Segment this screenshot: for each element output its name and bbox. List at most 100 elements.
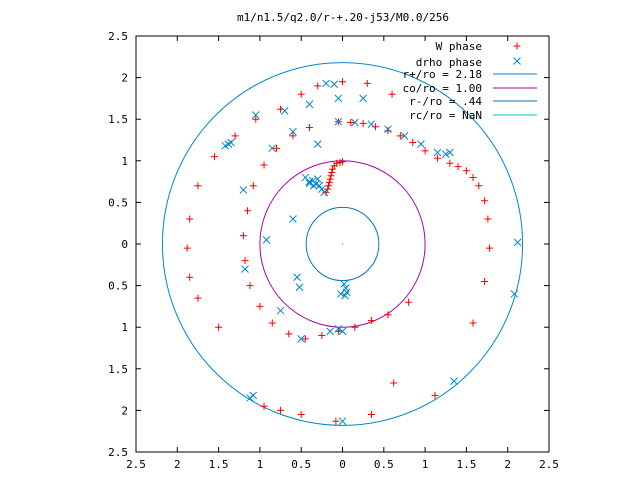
series-0-point-45 xyxy=(268,319,276,327)
series-0-point-60 xyxy=(183,244,191,252)
series-0-point-62 xyxy=(194,294,202,302)
series-1-point-53 xyxy=(276,306,285,315)
legend-label-rc: rc/ro = NaN xyxy=(409,109,482,122)
y-tick-label-5: 0 xyxy=(121,238,128,251)
series-1-point-33 xyxy=(326,327,334,336)
series-0-point-42 xyxy=(241,257,249,265)
series-1-point-16 xyxy=(305,177,314,186)
series-0-point-43 xyxy=(246,282,254,290)
series-0-point-24 xyxy=(469,173,477,181)
series-0-point-48 xyxy=(318,332,326,340)
series-0-point-30 xyxy=(469,319,477,327)
series-1-point-6 xyxy=(320,188,329,197)
series-0-point-63 xyxy=(215,323,223,331)
series-0-point-0 xyxy=(322,188,330,196)
series-layer xyxy=(183,78,522,426)
series-0-point-27 xyxy=(484,215,492,223)
series-0-point-68 xyxy=(314,82,322,90)
series-0-point-2 xyxy=(324,182,332,190)
series-0-point-52 xyxy=(384,311,392,319)
series-1-point-30 xyxy=(239,186,248,194)
series-1-point-36 xyxy=(334,94,343,103)
x-tick-label-5: 0 xyxy=(339,458,346,471)
series-1-point-29 xyxy=(268,144,277,153)
series-0-point-34 xyxy=(332,417,340,425)
y-tick-label-4: 0.5 xyxy=(108,196,128,209)
y-tick-label-7: 1 xyxy=(121,321,128,334)
x-tick-label-9: 2 xyxy=(504,458,511,471)
series-0-point-7 xyxy=(329,165,337,173)
origin-dot xyxy=(341,243,344,245)
y-tick-label-0: 2.5 xyxy=(108,30,128,43)
series-0-point-40 xyxy=(244,207,252,215)
series-1-point-14 xyxy=(289,215,297,223)
series-1-point-13 xyxy=(336,290,345,298)
series-0-point-70 xyxy=(363,79,371,87)
series-1-point-27 xyxy=(313,140,322,149)
series-0-point-25 xyxy=(475,182,483,190)
legend-label-w-phase: W phase xyxy=(436,40,482,53)
legend-sample-drho-phase xyxy=(513,57,521,65)
series-0-point-55 xyxy=(252,115,260,123)
series-1-point-44 xyxy=(330,80,339,89)
x-tick-label-6: 0.5 xyxy=(374,458,394,471)
series-1-point-21 xyxy=(384,125,392,134)
series-0-point-4 xyxy=(326,175,334,183)
series-0-point-26 xyxy=(481,197,489,205)
circle-2 xyxy=(305,206,380,282)
series-0-point-31 xyxy=(431,391,439,399)
series-0-point-53 xyxy=(405,298,413,306)
y-tick-label-3: 1 xyxy=(121,155,128,168)
series-1-point-39 xyxy=(251,111,260,119)
series-1-point-22 xyxy=(400,131,409,140)
series-0-point-23 xyxy=(462,167,470,175)
y-tick-label-9: 2 xyxy=(121,404,128,417)
series-1-point-51 xyxy=(338,417,347,426)
series-0-point-64 xyxy=(260,402,268,410)
series-1-point-46 xyxy=(513,238,522,247)
x-tick-label-2: 1.5 xyxy=(209,458,229,471)
series-1-point-35 xyxy=(338,327,347,336)
series-0-point-66 xyxy=(297,411,305,419)
series-0-point-33 xyxy=(367,411,375,419)
x-tick-label-1: 2 xyxy=(174,458,181,471)
series-1-point-37 xyxy=(305,100,314,109)
series-0-point-15 xyxy=(372,123,380,131)
series-1-point-48 xyxy=(450,377,458,386)
ticks-layer: 2.5 2 1.5 1 0.5 0 0.5 1 1.5 2 2.52.521.510.500.511… xyxy=(108,30,559,471)
series-1-point-26 xyxy=(446,148,454,157)
series-1-point-9 xyxy=(340,280,349,288)
y-tick-label-1: 2 xyxy=(121,72,128,85)
series-0-point-50 xyxy=(351,323,359,331)
series-0-point-22 xyxy=(454,163,462,171)
series-0-point-20 xyxy=(433,154,441,162)
legend-label-r-minus: r-/ro = .44 xyxy=(409,95,482,108)
x-tick-label-7: 1 xyxy=(422,458,429,471)
series-0-point-13 xyxy=(347,119,355,127)
series-0-point-3 xyxy=(325,178,333,186)
series-1-point-15 xyxy=(293,273,301,282)
legend: W phase drho phase r+/ro = 2.18 co/ro = … xyxy=(403,40,537,122)
series-0-point-38 xyxy=(260,161,268,169)
series-1-point-7 xyxy=(313,175,322,183)
legend-label-drho-phase: drho phase xyxy=(416,56,482,69)
series-1-point-49 xyxy=(249,391,258,400)
series-1-point-42 xyxy=(221,141,230,150)
circles-layer xyxy=(161,62,524,426)
series-0-point-21 xyxy=(446,159,454,167)
series-1 xyxy=(221,79,522,426)
series-1-point-1 xyxy=(305,179,314,188)
series-0-point-9 xyxy=(333,159,341,167)
series-0-point-46 xyxy=(285,330,293,338)
series-0-point-57 xyxy=(210,153,218,161)
x-tick-label-8: 1.5 xyxy=(456,458,476,471)
y-tick-label-6: 0.5 xyxy=(108,280,128,293)
series-0-point-35 xyxy=(305,124,313,132)
series-0-point-56 xyxy=(231,132,239,140)
series-1-point-34 xyxy=(334,325,343,333)
legend-label-r-plus: r+/ro = 2.18 xyxy=(403,68,482,81)
series-1-point-18 xyxy=(334,117,343,126)
series-0-point-18 xyxy=(409,138,417,146)
series-0-point-29 xyxy=(481,277,489,285)
